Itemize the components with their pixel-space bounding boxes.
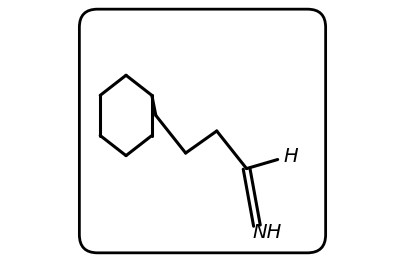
FancyBboxPatch shape (79, 9, 326, 253)
Text: H: H (284, 148, 298, 166)
Text: NH: NH (252, 223, 281, 242)
